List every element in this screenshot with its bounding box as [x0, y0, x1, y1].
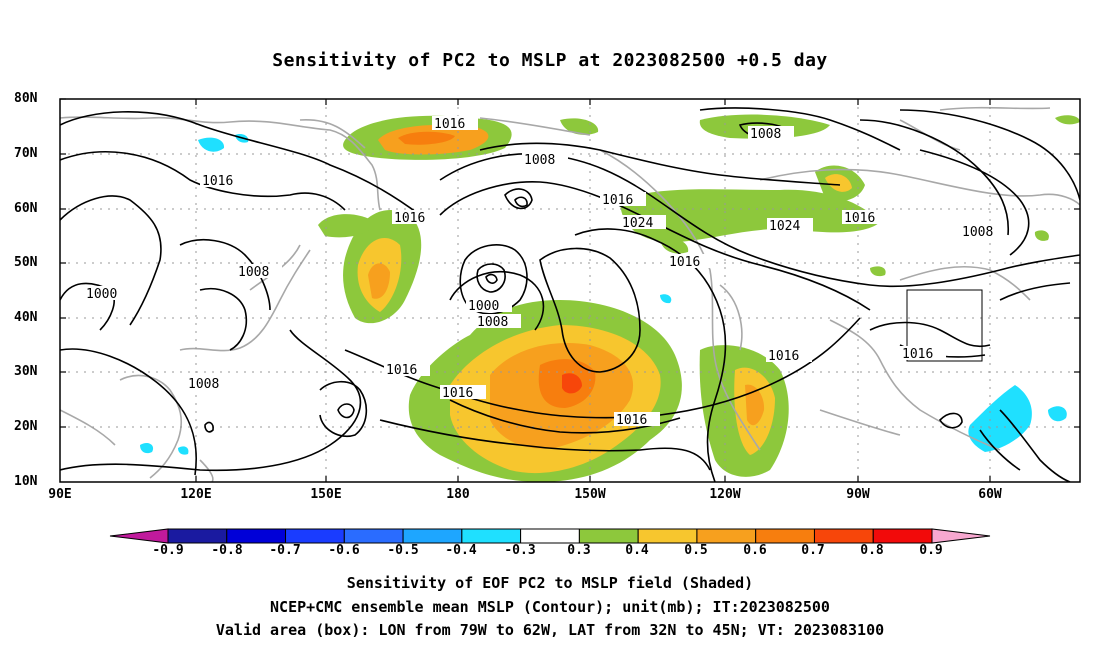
colorbar-cell	[402, 528, 463, 544]
lon-label: 120W	[709, 487, 741, 502]
colorbar-label: -0.4	[445, 543, 477, 558]
contour-label: 1016	[844, 211, 875, 226]
contour-label: 1016	[442, 386, 473, 401]
colorbar-label: -0.9	[152, 543, 184, 558]
caption-line-3: Valid area (box): LON from 79W to 62W, L…	[215, 621, 885, 639]
lon-label: 90W	[846, 487, 870, 502]
contour-label: 1008	[750, 127, 781, 142]
contour-label: 1024	[622, 216, 653, 231]
colorbar-cell	[461, 528, 522, 544]
colorbar-cell	[578, 528, 639, 544]
contour-label: 1008	[524, 153, 555, 168]
colorbar-cell	[637, 528, 698, 544]
contour-label: 1016	[434, 117, 465, 132]
axis-ticks	[60, 98, 1080, 482]
colorbar-label: 0.8	[860, 543, 884, 558]
lat-lon-grid	[60, 99, 1080, 482]
caption-line-1: Sensitivity of EOF PC2 to MSLP field (Sh…	[346, 574, 754, 592]
colorbar-label: -0.7	[269, 543, 301, 558]
contour-label: 1016	[669, 255, 700, 270]
contour-label: 1000	[468, 299, 499, 314]
contour-label: 1016	[768, 349, 799, 364]
plot-title: Sensitivity of PC2 to MSLP at 2023082500…	[272, 50, 828, 71]
colorbar-cell	[755, 528, 815, 544]
caption-line-2: NCEP+CMC ensemble mean MSLP (Contour); u…	[270, 598, 830, 616]
colorbar-cell	[520, 528, 580, 544]
lat-label: 40N	[14, 310, 38, 325]
colorbar-label: -0.8	[211, 543, 243, 558]
colorbar-cell	[226, 528, 287, 544]
colorbar-label: 0.7	[801, 543, 825, 558]
valid-area-box	[906, 289, 983, 362]
lat-label: 70N	[14, 146, 38, 161]
lon-label: 60W	[978, 487, 1002, 502]
colorbar-label: -0.3	[504, 543, 536, 558]
contour-label: 1008	[962, 225, 993, 240]
contour-label: 1016	[902, 347, 933, 362]
lat-label: 60N	[14, 201, 38, 216]
contour-label: 1016	[202, 174, 233, 189]
map-frame	[59, 98, 1081, 483]
lat-label: 30N	[14, 364, 38, 379]
colorbar-label: 0.4	[625, 543, 649, 558]
lon-label: 180	[446, 487, 470, 502]
colorbar-low-triangle	[109, 528, 169, 544]
colorbar-cell	[813, 528, 874, 544]
colorbar-high-triangle	[931, 528, 991, 544]
lon-label: 90E	[48, 487, 72, 502]
shading-layer	[140, 114, 1080, 482]
contour-label: 1024	[769, 219, 800, 234]
lat-label: 80N	[14, 91, 38, 106]
lat-label: 20N	[14, 419, 38, 434]
colorbar-label: 0.5	[684, 543, 708, 558]
lon-label: 120E	[180, 487, 212, 502]
contour-label: 1016	[386, 363, 417, 378]
colorbar-label: -0.5	[387, 543, 419, 558]
lat-label: 10N	[14, 474, 38, 489]
colorbar-cell	[696, 528, 757, 544]
lon-label: 150E	[310, 487, 342, 502]
colorbar-label: 0.6	[743, 543, 767, 558]
contour-label: 1016	[602, 193, 633, 208]
lat-label: 50N	[14, 255, 38, 270]
contour-label: 1016	[616, 413, 647, 428]
colorbar-cell	[285, 528, 345, 544]
colorbar	[109, 528, 991, 544]
lon-label: 150W	[574, 487, 606, 502]
contour-label: 1008	[238, 265, 269, 280]
coastlines	[60, 106, 1080, 482]
colorbar-cell	[167, 528, 228, 544]
colorbar-cell	[343, 528, 404, 544]
contour-labels: 1016 1008 1000 1008 1016 1016 1008 1008 …	[86, 117, 994, 428]
colorbar-label: 0.9	[919, 543, 943, 558]
colorbar-label: -0.6	[328, 543, 360, 558]
contour-label: 1016	[394, 211, 425, 226]
contour-label: 1008	[477, 315, 508, 330]
contour-label: 1008	[188, 377, 219, 392]
colorbar-label: 0.3	[567, 543, 591, 558]
contour-label: 1000	[86, 287, 117, 302]
colorbar-cell	[872, 528, 933, 544]
